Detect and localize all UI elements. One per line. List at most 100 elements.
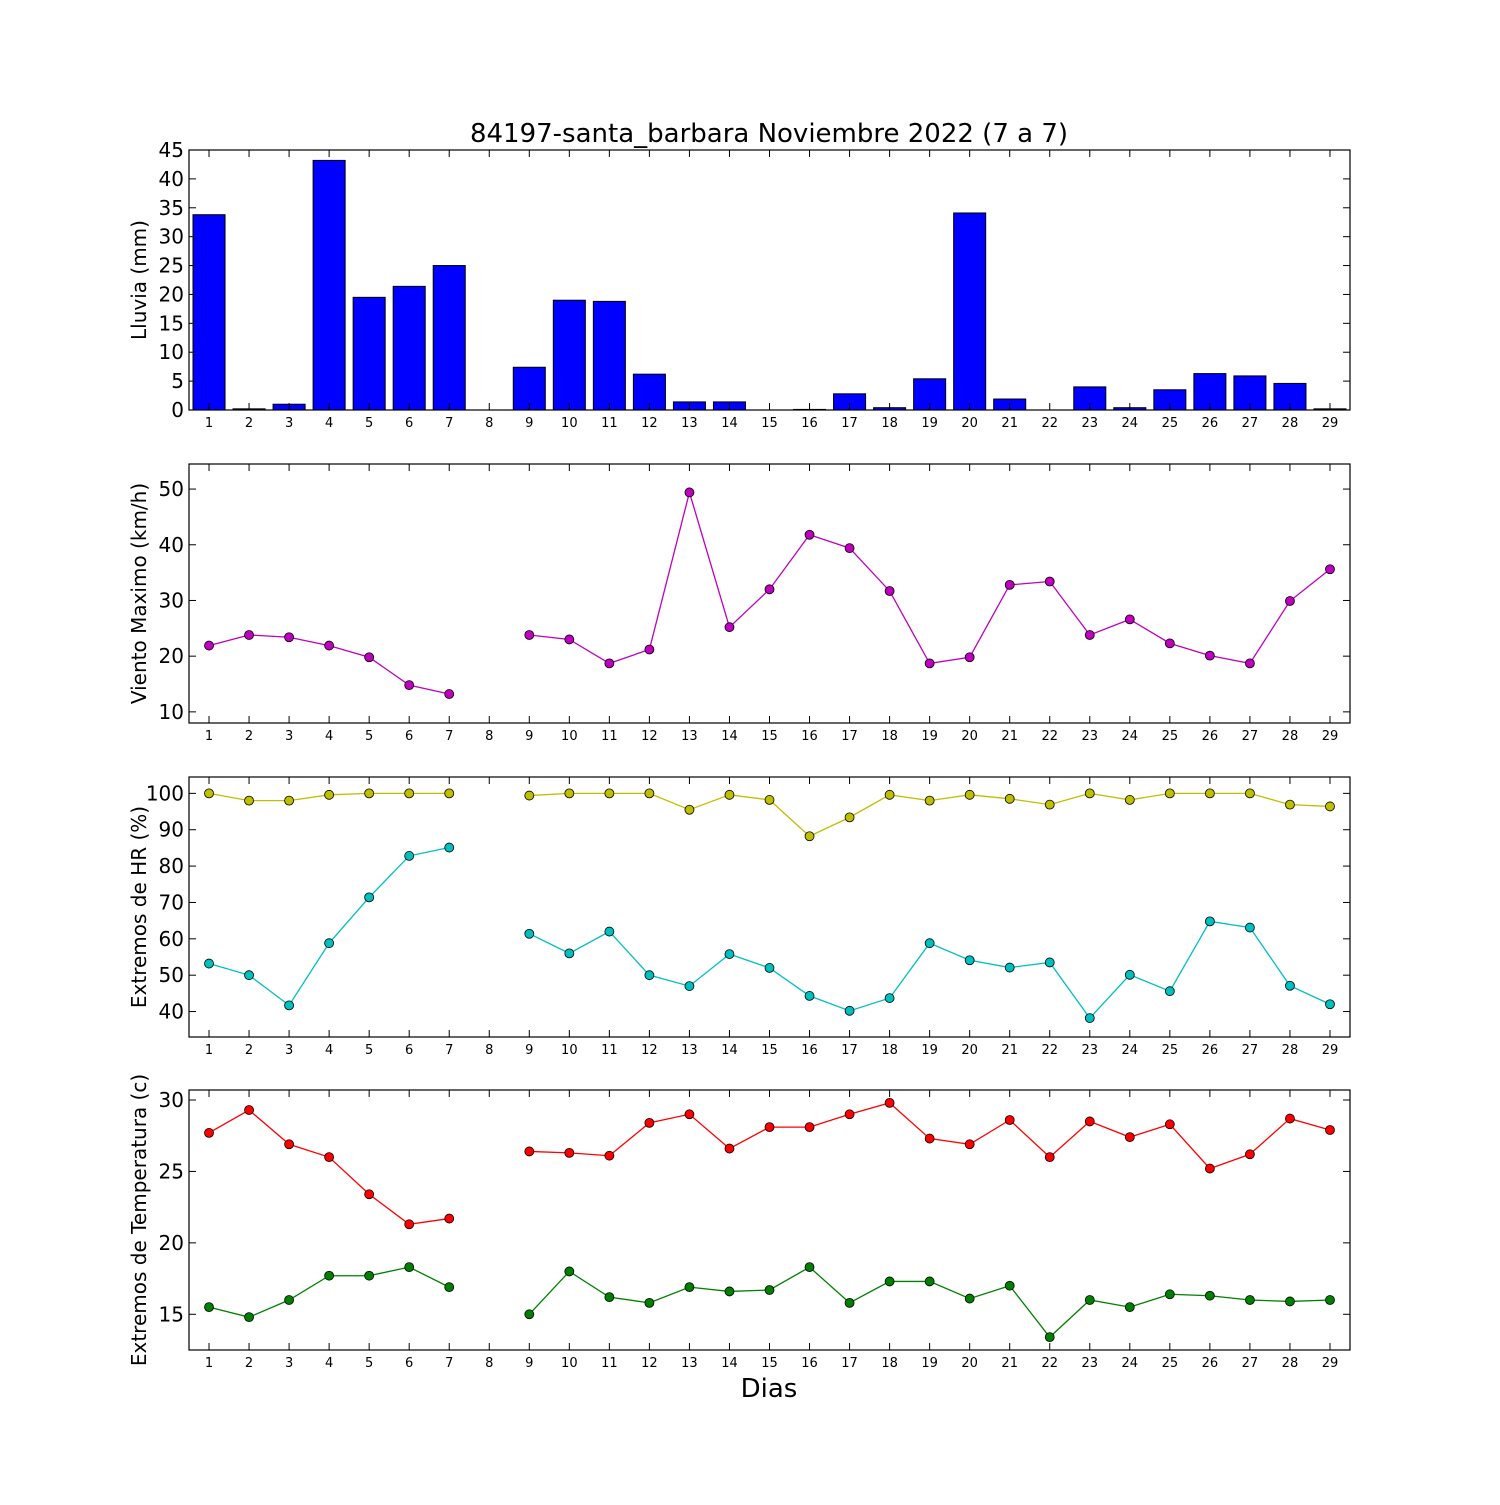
- x-tick-label: 25: [1162, 729, 1179, 744]
- x-tick-label: 8: [485, 416, 493, 431]
- data-point: [1325, 564, 1335, 575]
- data-point: [924, 938, 935, 949]
- data-point: [1204, 916, 1215, 927]
- data-point: [1285, 980, 1295, 991]
- x-tick-label: 13: [681, 729, 698, 744]
- x-tick-label: 26: [1202, 729, 1219, 744]
- data-point: [884, 1276, 895, 1287]
- x-tick-label: 22: [1041, 729, 1058, 744]
- data-point: [1044, 1152, 1055, 1163]
- data-point: [924, 795, 935, 806]
- y-tick-label: 40: [159, 533, 184, 557]
- x-tick-label: 11: [601, 1043, 618, 1058]
- x-tick-label: 8: [485, 729, 493, 744]
- data-point: [1164, 1119, 1175, 1130]
- x-tick-label: 12: [641, 1356, 658, 1371]
- data-point: [804, 831, 815, 842]
- y-tick-label: 30: [159, 225, 184, 249]
- x-tick-label: 17: [841, 1043, 858, 1058]
- data-point: [324, 1270, 335, 1281]
- data-point: [964, 652, 975, 663]
- y-tick-label: 30: [159, 588, 184, 612]
- series-line: [208, 846, 450, 1007]
- data-point: [284, 795, 294, 806]
- x-tick-label: 21: [1001, 1356, 1018, 1371]
- x-tick-label: 13: [681, 1043, 698, 1058]
- x-tick-label: 21: [1001, 1043, 1018, 1058]
- data-point: [1084, 1295, 1095, 1305]
- x-tick-label: 22: [1041, 1356, 1058, 1371]
- data-point: [404, 680, 415, 691]
- x-tick-label: 26: [1202, 1043, 1219, 1058]
- x-tick-label: 14: [721, 729, 738, 744]
- data-point: [1164, 986, 1175, 997]
- x-tick-label: 16: [801, 729, 818, 744]
- x-tick-label: 18: [881, 729, 898, 744]
- data-point: [844, 1109, 855, 1120]
- x-tick-label: 4: [325, 1043, 333, 1058]
- x-tick-label: 23: [1082, 729, 1099, 744]
- x-tick-label: 16: [801, 1043, 818, 1058]
- x-tick-label: 17: [841, 416, 858, 431]
- x-tick-label: 7: [445, 1356, 453, 1371]
- x-tick-label: 19: [921, 1043, 938, 1058]
- data-point: [1124, 1302, 1135, 1313]
- rain-bar: [192, 214, 226, 411]
- series-line: [529, 489, 1331, 665]
- data-point: [804, 991, 815, 1001]
- data-point: [1285, 596, 1295, 606]
- x-tick-label: 1: [205, 1356, 213, 1371]
- data-point: [644, 1117, 655, 1128]
- data-point: [724, 949, 735, 959]
- data-point: [804, 1262, 815, 1273]
- x-tick-label: 21: [1001, 729, 1018, 744]
- x-tick-label: 7: [445, 416, 453, 431]
- data-point: [884, 586, 895, 596]
- y-tick-label: 50: [159, 963, 184, 987]
- y-tick-label: 60: [159, 927, 184, 951]
- x-tick-label: 19: [921, 416, 938, 431]
- data-point: [204, 788, 214, 799]
- x-tick-label: 28: [1282, 1356, 1299, 1371]
- y-tick-label: 70: [159, 890, 184, 914]
- x-tick-label: 2: [245, 416, 253, 431]
- x-tick-label: 9: [525, 416, 533, 431]
- y-tick-label: 30: [159, 1088, 184, 1112]
- x-tick-label: 27: [1242, 1043, 1259, 1058]
- data-point: [844, 1297, 855, 1308]
- x-tick-label: 5: [365, 1043, 373, 1058]
- data-point: [564, 948, 575, 959]
- data-point: [644, 788, 655, 799]
- data-point: [1285, 1113, 1295, 1124]
- data-point: [1245, 1295, 1255, 1305]
- x-tick-label: 23: [1082, 416, 1099, 431]
- data-point: [644, 970, 655, 981]
- data-point: [284, 1139, 294, 1150]
- data-point: [1044, 576, 1055, 587]
- x-tick-label: 2: [245, 729, 253, 744]
- data-point: [524, 1309, 535, 1320]
- data-point: [1084, 630, 1095, 640]
- x-tick-label: 15: [761, 416, 778, 431]
- y-tick-label: 40: [159, 167, 184, 191]
- x-tick-label: 2: [245, 1356, 253, 1371]
- x-tick-label: 12: [641, 416, 658, 431]
- x-tick-label: 13: [681, 1356, 698, 1371]
- data-point: [524, 790, 535, 801]
- data-point: [1325, 801, 1335, 812]
- data-point: [1084, 788, 1095, 799]
- data-point: [404, 1262, 415, 1273]
- data-point: [1245, 658, 1255, 669]
- data-point: [324, 1152, 335, 1163]
- x-tick-label: 16: [801, 416, 818, 431]
- data-point: [1004, 1115, 1015, 1125]
- x-tick-label: 26: [1202, 416, 1219, 431]
- x-tick-label: 26: [1202, 1356, 1219, 1371]
- data-point: [1285, 1296, 1295, 1307]
- data-point: [284, 1295, 294, 1305]
- data-point: [1004, 1280, 1015, 1291]
- data-point: [524, 928, 535, 939]
- data-point: [1325, 1125, 1335, 1135]
